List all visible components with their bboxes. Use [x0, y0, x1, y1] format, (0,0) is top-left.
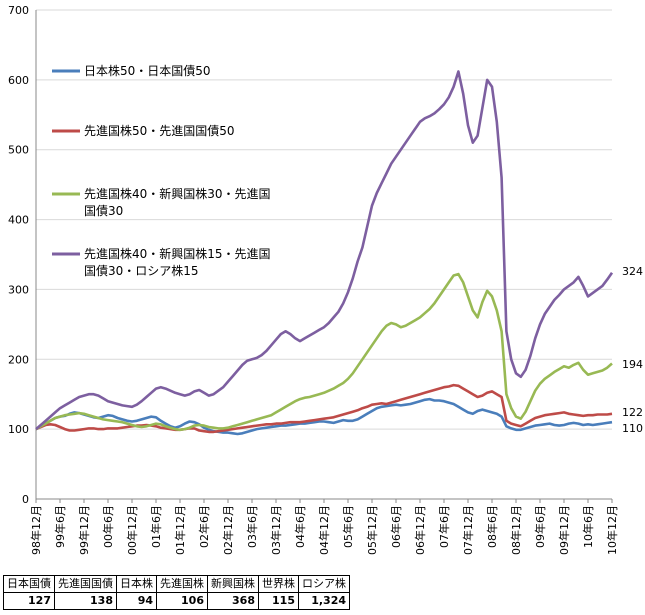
- y-tick-label: 600: [8, 74, 29, 87]
- summary-value-cell: 138: [54, 592, 117, 610]
- summary-header-cell: 世界株: [258, 575, 299, 593]
- end-label-1: 110: [622, 422, 643, 435]
- line-chart: 0 100 200 300 400 500 600 700 98年12月 99年6月 99年12月…: [8, 4, 643, 555]
- x-tick-label: 05年12月: [365, 505, 379, 555]
- summary-header-cell: 先進国国債: [54, 575, 117, 593]
- summary-header-cell: ロシア株: [298, 575, 350, 593]
- summary-value-cell: 115: [258, 592, 299, 610]
- summary-value-cell: 1,324: [298, 592, 350, 610]
- end-label-3: 194: [622, 358, 643, 371]
- x-tick-label: 99年12月: [77, 505, 91, 555]
- x-tick-label: 10年6月: [581, 505, 595, 548]
- legend: 日本株50・日本国債50 先進国株50・先進国国債50 先進国株40・新興国株30・…: [52, 63, 271, 278]
- x-tick-label: 02年12月: [221, 505, 235, 555]
- x-tick-label: 04年12月: [317, 505, 331, 555]
- x-tick-label: 02年6月: [197, 505, 211, 548]
- summary-value-cell: 368: [207, 592, 259, 610]
- legend-label-2: 先進国株50・先進国国債50: [84, 123, 235, 138]
- y-tick-label: 500: [8, 144, 29, 157]
- summary-table: 日本国債 先進国国債 日本株 先進国株 新興国株 世界株 ロシア株 127 138 94 106 3…: [3, 575, 350, 610]
- y-tick-label: 400: [8, 214, 29, 227]
- x-tick-label: 99年6月: [53, 505, 67, 548]
- x-tick-label: 09年6月: [533, 505, 547, 548]
- x-tick-label: 01年12月: [173, 505, 187, 555]
- summary-value-cell: 94: [116, 592, 157, 610]
- summary-header-cell: 日本株: [116, 575, 157, 593]
- axes: [35, 10, 613, 503]
- legend-label-3: 先進国株40・新興国株30・先進国国債30: [84, 186, 271, 218]
- x-tick-label: 01年6月: [149, 505, 163, 548]
- x-tick-label: 10年12月: [605, 505, 619, 555]
- x-tick-label: 00年12月: [125, 505, 139, 555]
- legend-label-4: 先進国株40・新興国株15・先進国国債30・ロシア株15: [84, 246, 271, 278]
- x-tick-label: 05年6月: [341, 505, 355, 548]
- summary-header-row: 日本国債 先進国国債 日本株 先進国株 新興国株 世界株 ロシア株: [3, 575, 350, 593]
- x-tick-label: 98年12月: [29, 505, 43, 555]
- x-axis-tick-labels: 98年12月 99年6月 99年12月 00年6月 00年12月 01年6月 01年12月 0…: [29, 505, 619, 555]
- summary-header-cell: 先進国株: [156, 575, 208, 593]
- summary-header-cell: 新興国株: [207, 575, 259, 593]
- x-tick-label: 04年6月: [293, 505, 307, 548]
- series-line-3: [35, 272, 613, 432]
- x-tick-label: 08年6月: [485, 505, 499, 548]
- y-axis-tick-labels: 0 100 200 300 400 500 600 700: [8, 4, 29, 506]
- x-tick-label: 09年12月: [557, 505, 571, 555]
- x-tick-label: 06年12月: [413, 505, 427, 555]
- series-end-labels: 110 122 194 324: [622, 265, 643, 435]
- y-tick-label: 100: [8, 423, 29, 436]
- summary-value-row: 127 138 94 106 368 115 1,324: [3, 592, 350, 610]
- gridlines: [36, 9, 612, 430]
- x-tick-label: 07年12月: [461, 505, 475, 555]
- end-label-4: 324: [622, 265, 643, 278]
- y-tick-label: 300: [8, 283, 29, 296]
- series-line-4: [35, 70, 614, 431]
- x-tick-label: 06年6月: [389, 505, 403, 548]
- y-tick-label: 700: [8, 4, 29, 17]
- x-tick-label: 03年6月: [245, 505, 259, 548]
- series-lines: [35, 70, 614, 436]
- legend-label-1: 日本株50・日本国債50: [84, 63, 211, 78]
- series-line-1: [35, 397, 613, 436]
- x-tick-label: 08年12月: [509, 505, 523, 555]
- x-tick-label: 03年12月: [269, 505, 283, 555]
- x-tick-label: 07年6月: [437, 505, 451, 548]
- y-tick-label: 200: [8, 353, 29, 366]
- x-tick-label: 00年6月: [101, 505, 115, 548]
- summary-value-cell: 127: [3, 592, 55, 610]
- y-tick-label: 0: [22, 493, 29, 506]
- summary-value-cell: 106: [156, 592, 208, 610]
- end-label-2: 122: [622, 406, 643, 419]
- summary-header-cell: 日本国債: [3, 575, 55, 593]
